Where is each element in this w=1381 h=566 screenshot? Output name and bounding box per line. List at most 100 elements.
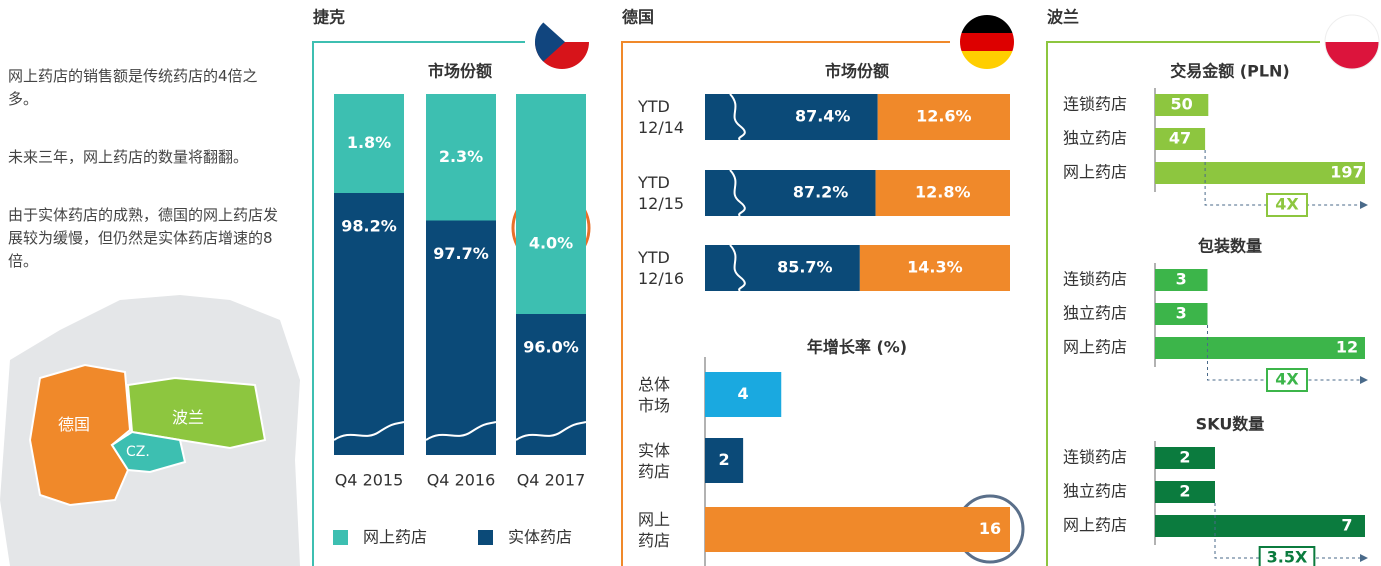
value-label: 87.2% xyxy=(793,183,849,202)
bar xyxy=(705,507,1010,552)
y-tick-label: YTD 12/15 xyxy=(638,173,685,213)
y-tick-label: 独立药店 xyxy=(1063,482,1127,501)
bar xyxy=(1155,447,1215,469)
bar xyxy=(1155,94,1209,116)
annotation-arrow xyxy=(1360,376,1368,384)
chart-subtitle: 市场份额 xyxy=(825,62,889,81)
y-tick-label: 网上药店 xyxy=(1063,338,1127,357)
value-label: 197 xyxy=(1330,163,1363,182)
bar-segment xyxy=(859,245,1010,291)
y-tick-label: 连锁药店 xyxy=(1063,448,1127,467)
map-germany xyxy=(28,363,132,507)
value-label: 2 xyxy=(1179,482,1190,501)
bar-segment xyxy=(334,193,404,455)
annotation-box xyxy=(1266,368,1308,392)
bar xyxy=(705,372,782,417)
x-tick-label: Q4 2017 xyxy=(517,471,586,490)
intro-paragraph: 由于实体药店的成熟，德国的网上药店发展较为缓慢，但仍然是实体药店增速的8倍。 xyxy=(8,206,279,270)
frame-czech xyxy=(312,41,525,566)
legend-swatch xyxy=(478,530,493,545)
value-label: 98.2% xyxy=(341,217,397,236)
chart-subtitle: 市场份额 xyxy=(428,62,492,81)
bar-segment xyxy=(705,94,878,140)
legend-label: 实体药店 xyxy=(508,528,572,547)
annotation-arrow xyxy=(1360,201,1368,209)
annotation-line xyxy=(1207,325,1362,381)
value-label: 47 xyxy=(1169,129,1191,148)
flag-poland xyxy=(1324,14,1380,70)
y-tick-label: 独立药店 xyxy=(1063,129,1127,148)
bar-segment xyxy=(875,170,1010,216)
y-tick-label: 网上药店 xyxy=(1063,163,1127,182)
bar xyxy=(1155,481,1215,503)
y-tick-label: 实体 药店 xyxy=(638,441,671,481)
value-label: 3 xyxy=(1176,304,1187,323)
bar-segment xyxy=(705,170,876,216)
x-tick-label: Q4 2016 xyxy=(427,471,496,490)
value-label: 1.8% xyxy=(347,133,391,152)
annotation-line xyxy=(1204,150,1362,206)
chart-subtitle: 年增长率 (%) xyxy=(807,338,907,357)
y-tick-label: 网上 药店 xyxy=(638,510,671,550)
value-label: 12 xyxy=(1336,338,1358,357)
map-label: 德国 xyxy=(58,415,91,434)
frame-germany xyxy=(621,41,950,566)
bar xyxy=(1155,128,1206,150)
axis-break xyxy=(729,93,746,141)
value-label: 12.6% xyxy=(916,107,972,126)
bar-segment xyxy=(705,245,860,291)
chart-title: 波兰 xyxy=(1047,8,1079,27)
y-tick-label: YTD 12/16 xyxy=(638,248,685,288)
value-label: 87.4% xyxy=(795,107,851,126)
x-tick-label: Q4 2015 xyxy=(335,471,404,490)
bar-segment xyxy=(426,220,496,455)
axis-break xyxy=(515,421,587,441)
bar-segment xyxy=(877,94,1010,140)
bar xyxy=(705,438,744,483)
value-label: 16 xyxy=(979,519,1001,538)
bar xyxy=(1155,162,1365,184)
value-label: 96.0% xyxy=(523,338,579,357)
bar xyxy=(1155,269,1208,291)
value-label: 50 xyxy=(1171,95,1193,114)
bar-segment xyxy=(516,94,586,314)
bar xyxy=(1155,303,1208,325)
flag-outline xyxy=(1324,14,1380,70)
map-czech xyxy=(110,430,187,474)
value-label: 2 xyxy=(1179,448,1190,467)
bar-segment xyxy=(516,314,586,455)
bar-segment xyxy=(334,94,404,193)
bar xyxy=(1155,337,1365,359)
annotation-arrow xyxy=(1360,554,1368,562)
map-label: 波兰 xyxy=(172,408,205,427)
value-label: 2.3% xyxy=(439,147,483,166)
y-tick-label: 连锁药店 xyxy=(1063,95,1127,114)
flag-czech xyxy=(535,15,589,69)
legend-label: 网上药店 xyxy=(363,528,427,547)
value-label: 3 xyxy=(1176,270,1187,289)
axis-break xyxy=(729,169,746,217)
y-tick-label: 总体 市场 xyxy=(638,375,671,415)
axis-break xyxy=(333,421,405,441)
y-tick-label: 连锁药店 xyxy=(1063,270,1127,289)
y-tick-label: 网上药店 xyxy=(1063,516,1127,535)
annotation-box xyxy=(1266,193,1308,217)
annotation: 4X xyxy=(1275,195,1299,214)
chart-subtitle: 包装数量 xyxy=(1198,237,1262,256)
value-label: 7 xyxy=(1341,516,1352,535)
bar-segment xyxy=(426,94,496,221)
value-label: 85.7% xyxy=(777,258,833,277)
chart-title: 德国 xyxy=(622,8,654,27)
map-label: CZ. xyxy=(126,444,150,460)
axis-break xyxy=(425,421,497,441)
y-tick-label: 独立药店 xyxy=(1063,304,1127,323)
annotation-box xyxy=(1258,546,1316,566)
chart-subtitle: 交易金额 (PLN) xyxy=(1170,62,1290,81)
intro-paragraph: 网上药店的销售额是传统药店的4倍之多。 xyxy=(8,67,258,108)
value-label: 12.8% xyxy=(915,183,971,202)
chart-title: 捷克 xyxy=(313,8,345,27)
intro: 网上药店的销售额是传统药店的4倍之多。 未来三年，网上药店的数量将翻翻。 由于实… xyxy=(8,42,280,308)
chart-subtitle: SKU数量 xyxy=(1196,415,1265,434)
